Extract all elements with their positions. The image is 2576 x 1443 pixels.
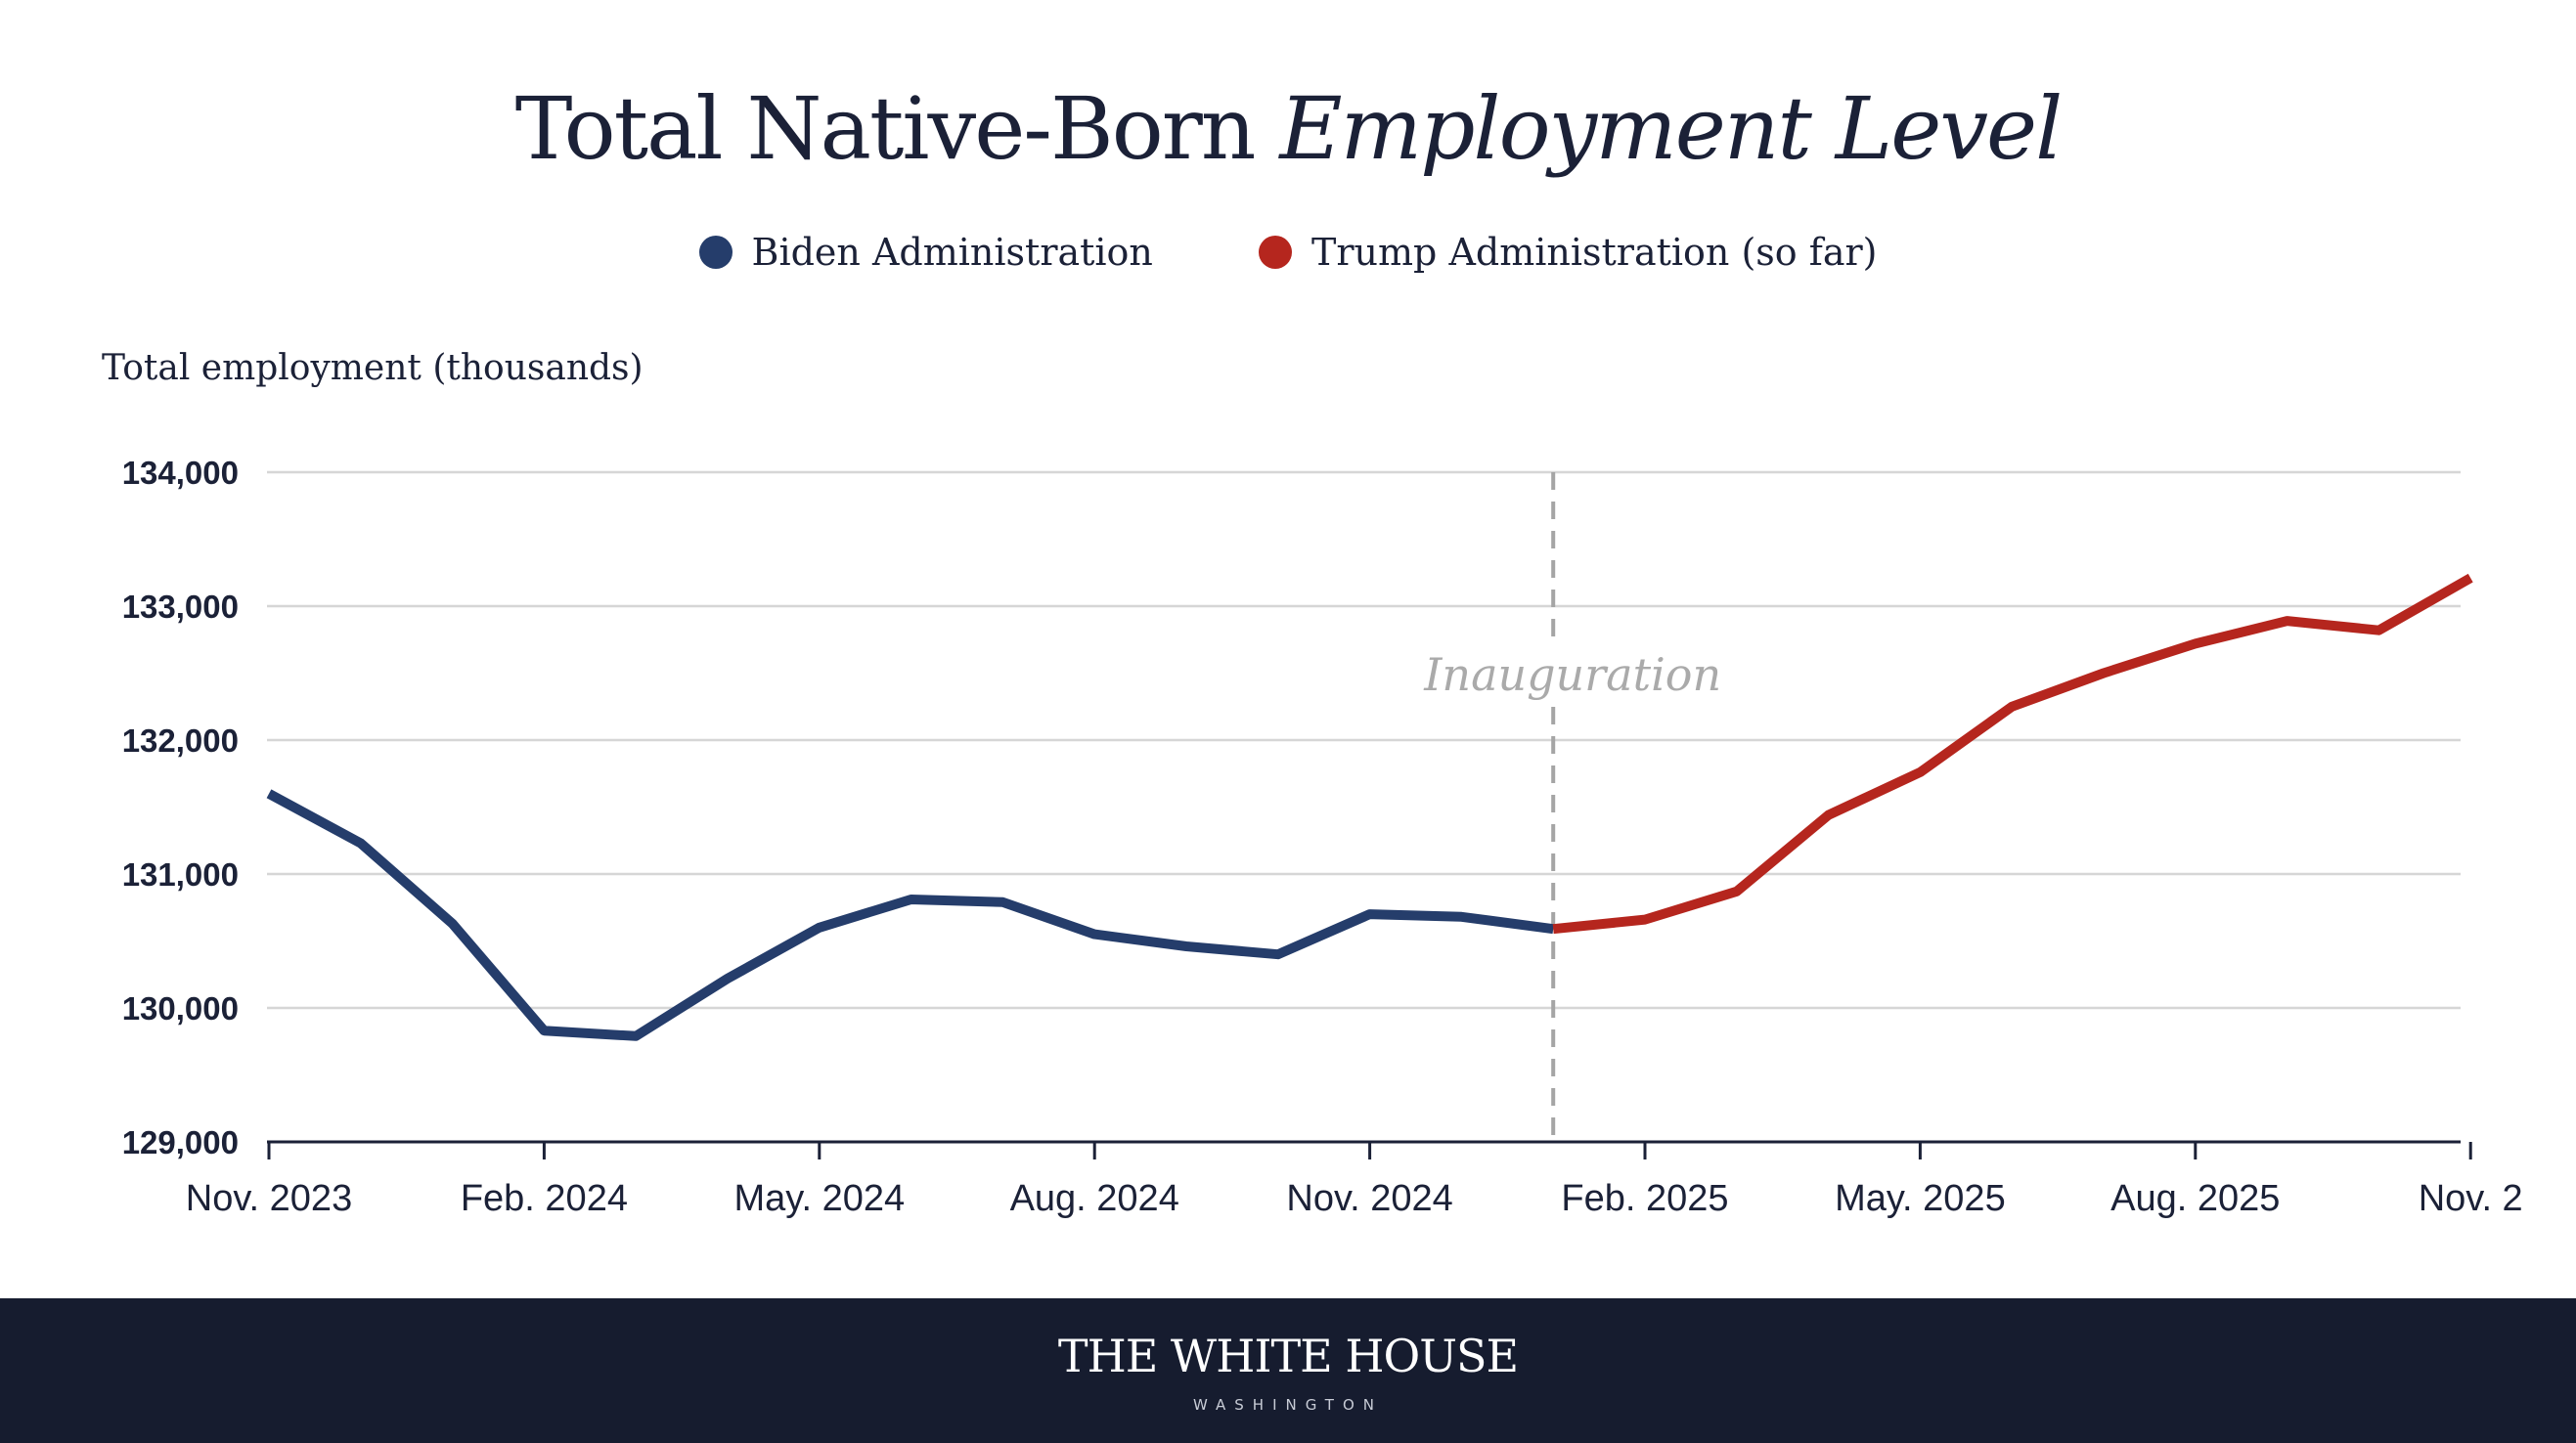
footer-subtitle: WASHINGTON — [1193, 1396, 1383, 1414]
y-tick-label: 129,000 — [122, 1124, 239, 1160]
x-tick-label: Aug. 2025 — [2110, 1178, 2280, 1219]
chart-title-regular: Total Native-Born — [514, 78, 1280, 179]
inauguration-label-background — [1397, 645, 1750, 706]
y-tick-label: 132,000 — [122, 722, 239, 759]
legend-item-trump: Trump Administration (so far) — [1259, 231, 1877, 274]
inauguration-label: Inauguration — [1423, 648, 1721, 701]
chart-title-italic: Employment Level — [1279, 78, 2063, 179]
employment-line-chart: 134,000 133,000 132,000 131,000 130,000 129,0… — [122, 455, 2523, 1219]
x-tick-label: Nov. 2024 — [1286, 1178, 1452, 1219]
footer: THE WHITE HOUSE WASHINGTON — [0, 1298, 2576, 1443]
chart-title: Total Native-Born Employment Level — [0, 78, 2576, 179]
y-tick-label: 133,000 — [122, 589, 239, 625]
x-tick-label: Feb. 2025 — [1561, 1178, 1728, 1219]
x-tick-label: Feb. 2024 — [461, 1178, 628, 1219]
legend-label-biden: Biden Administration — [751, 230, 1153, 274]
x-tick-label: Nov. 2023 — [186, 1178, 352, 1219]
legend-label-trump: Trump Administration (so far) — [1311, 230, 1878, 274]
legend: Biden Administration Trump Administratio… — [0, 227, 2576, 274]
x-tick-label: Nov. 2 — [2419, 1178, 2523, 1219]
y-tick-label: 134,000 — [122, 455, 239, 491]
x-tick-label: Aug. 2024 — [1010, 1178, 1179, 1219]
legend-dot-trump — [1259, 236, 1293, 269]
y-axis-label: Total employment (thousands) — [102, 348, 644, 388]
x-tick-label: May. 2025 — [1835, 1178, 2006, 1219]
legend-dot-biden — [698, 236, 733, 269]
y-tick-label: 131,000 — [122, 856, 239, 893]
series-line-biden — [266, 789, 1554, 1041]
series-line-trump — [1552, 573, 2473, 935]
y-tick-label: 130,000 — [122, 990, 239, 1027]
legend-item-biden: Biden Administration — [698, 230, 1153, 274]
footer-brand: THE WHITE HOUSE — [1057, 1330, 1519, 1382]
x-tick-label: May. 2024 — [733, 1178, 905, 1219]
